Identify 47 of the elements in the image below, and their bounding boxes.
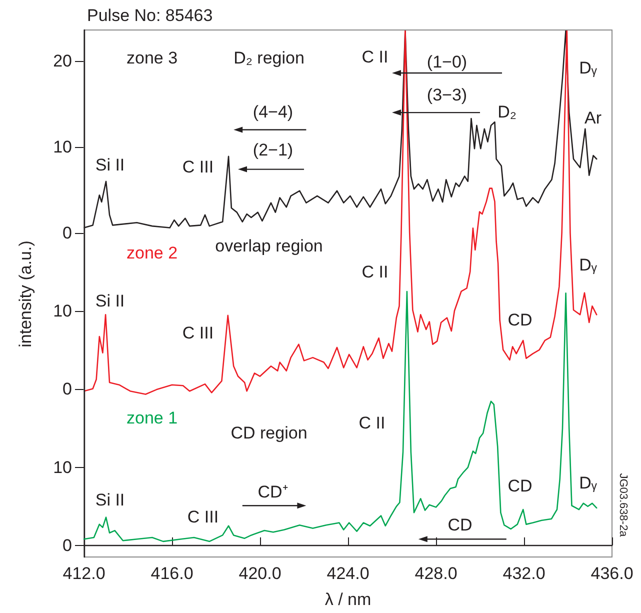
text: zone 1: [126, 408, 178, 428]
x-tick-label: 432.0: [502, 564, 546, 583]
text: zone 2: [126, 244, 178, 262]
annotation: C II: [362, 48, 388, 66]
annotation: (4−4): [252, 102, 294, 122]
x-tick-label: 416.0: [150, 564, 194, 583]
annotation: CD region: [230, 424, 308, 442]
annotation: (1−0): [426, 52, 468, 72]
annotation: Si II: [95, 156, 125, 174]
annotation: CD: [448, 516, 472, 534]
annotation: D₂ region: [234, 48, 304, 68]
annotation: C III: [182, 324, 214, 342]
y-tick-label: 10: [53, 137, 72, 156]
x-axis-title: λ / nm: [324, 590, 372, 609]
annotation: C III: [182, 158, 214, 176]
annotation: Dᵧ: [579, 474, 598, 492]
annotation: CD⁺: [258, 482, 288, 502]
annotation: Si II: [95, 292, 125, 310]
y-tick-label: 0: [62, 379, 72, 398]
annotation: C II: [358, 414, 386, 432]
x-tick-label: 412.0: [62, 564, 106, 583]
text: zone 3: [126, 48, 178, 68]
annotation: (2−1): [252, 140, 294, 160]
y-tick-label: 0: [62, 223, 72, 242]
annotation: CD: [508, 310, 532, 330]
y-axis-title: intensity (a.u.): [16, 240, 35, 348]
annotation: CD: [508, 476, 532, 496]
annotation: C III: [187, 508, 219, 526]
annotation: Ar: [584, 108, 602, 128]
y-tick-label: 10: [53, 301, 72, 320]
y-tick-label: 10: [53, 458, 72, 477]
line-series: [83, 290, 598, 542]
annotation: Si II: [95, 490, 125, 510]
x-tick-label: 424.0: [326, 564, 370, 583]
x-tick-label: 428.0: [414, 564, 458, 583]
y-tick-label: 0: [62, 536, 72, 555]
annotation: (3−3): [426, 86, 468, 104]
text: JG03.638-2a: [617, 473, 629, 538]
annotation: overlap region: [215, 236, 323, 256]
chart-title: Pulse No: 85463: [87, 6, 213, 25]
annotation: Dᵧ: [579, 58, 598, 78]
annotation: D₂: [498, 102, 516, 122]
annotation: C II: [362, 262, 388, 282]
x-tick-label: 420.0: [238, 564, 282, 583]
x-tick-label: 436.0: [590, 564, 634, 583]
y-tick-label: 20: [53, 51, 72, 70]
annotation: Dᵧ: [579, 256, 598, 274]
